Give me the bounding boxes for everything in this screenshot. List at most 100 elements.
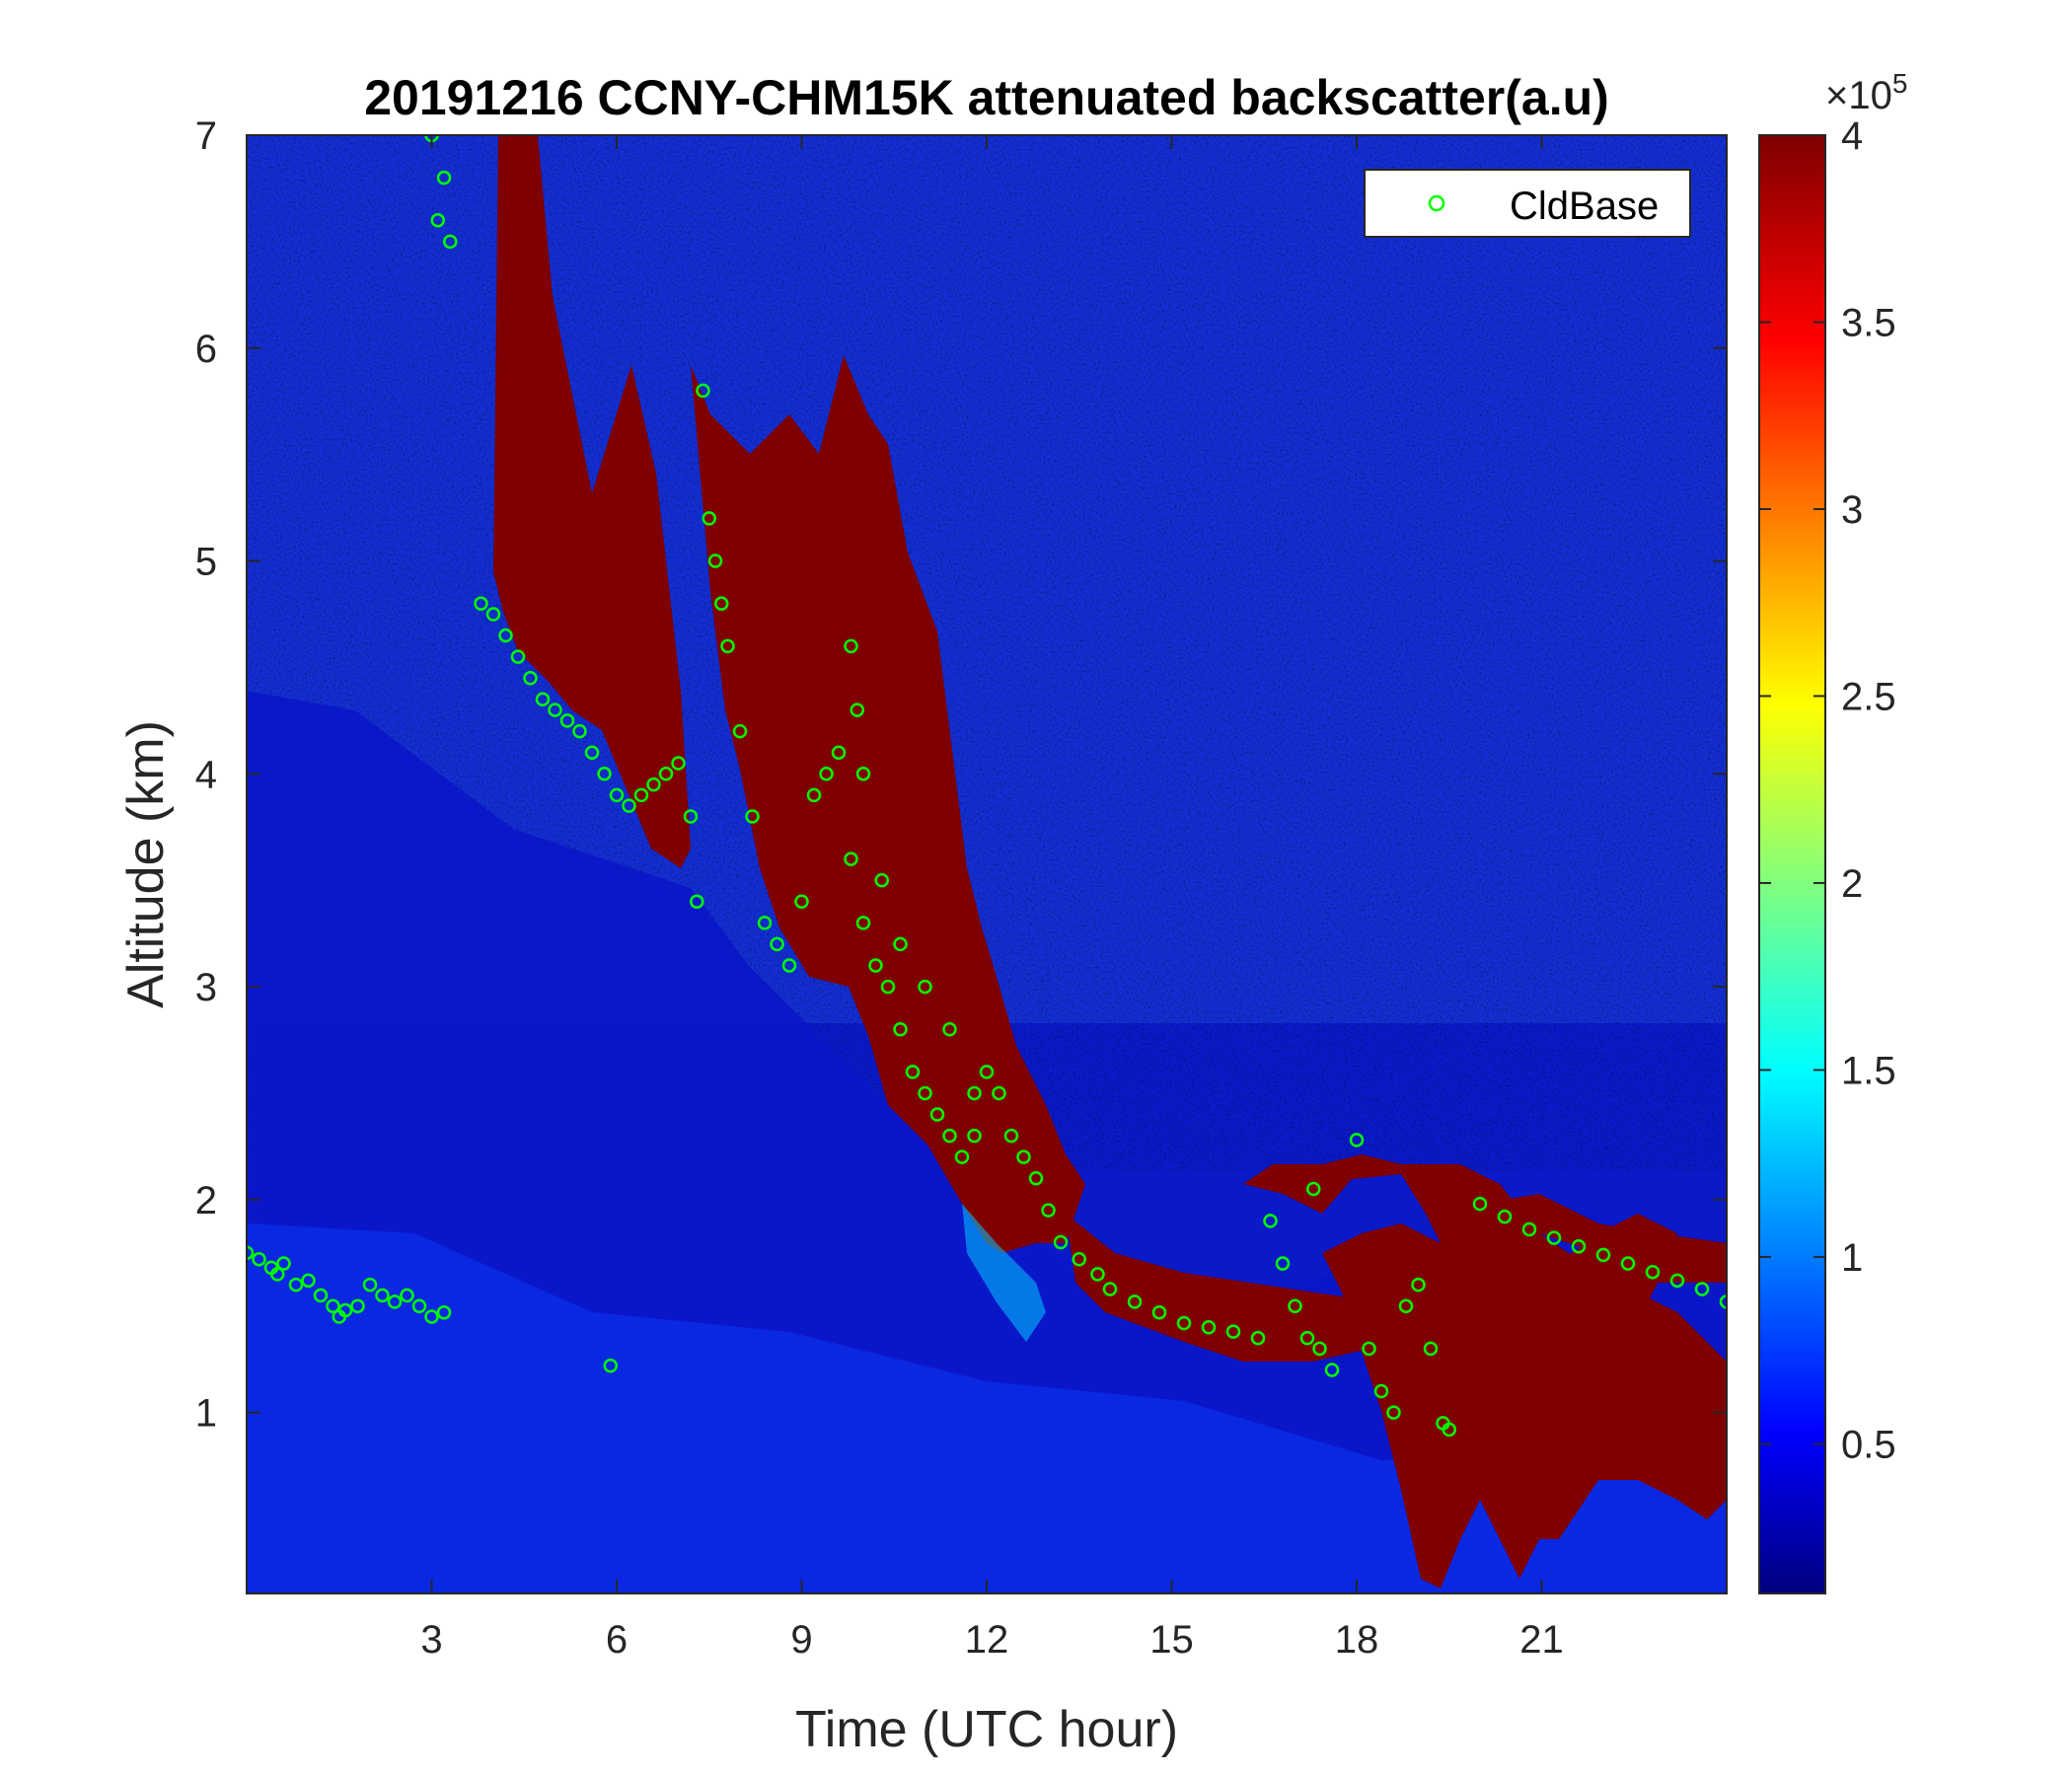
colorbar-tick-label: 2 [1841,862,1863,906]
colorbar-ticks: 0.5 1 1.5 2 2.5 3 3.5 4 [1759,114,1896,1466]
cloud-layer-7 [1480,1194,1727,1263]
cloud-layer-2 [691,355,1085,1253]
cldbase-point [954,1149,970,1164]
plot-area [247,135,1727,1593]
cldbase-point [622,798,636,813]
cldbase-point [942,1021,957,1037]
cldbase-point [732,723,748,739]
cldbase-point [301,1273,316,1289]
cldbase-point [1225,1324,1241,1339]
cldbase-point [1250,1330,1266,1346]
y-tick-label: 7 [195,114,217,158]
heatmap-surface-layer [247,1223,1727,1593]
cldbase-point [474,596,488,611]
cldbase-point [707,554,723,568]
cldbase-point [757,916,773,930]
x-tick-label: 3 [420,1618,442,1662]
cldbase-point [794,894,809,910]
cldbase-point [1028,1171,1044,1186]
x-tick-label: 21 [1519,1618,1564,1662]
cldbase-point [855,916,871,930]
cloud-layer-4 [1243,1154,1727,1539]
x-axis-label: Time (UTC hour) [795,1701,1178,1758]
cldbase-point [1003,1128,1019,1144]
cldbase-series [247,135,1727,1438]
cldbase-point [572,723,587,739]
x-tick-label: 15 [1149,1618,1194,1662]
cldbase-point [411,1298,427,1313]
x-tick-label: 9 [790,1618,812,1662]
cldbase-point [1423,1341,1439,1357]
cldbase-point [498,628,513,643]
cldbase-point [1201,1320,1217,1335]
cldbase-point [1288,1298,1302,1313]
y-tick-label: 6 [195,328,217,371]
cldbase-point [276,1256,291,1271]
y-axis: 1 2 3 4 5 6 7 [195,114,1727,1436]
cldbase-point [844,638,858,654]
cldbase-point [770,936,784,952]
legend-box [1364,169,1691,238]
cldbase-point [1442,1422,1456,1438]
cldbase-point [523,670,538,686]
cloud-layer-1 [493,135,691,868]
cldbase-point [247,1245,255,1261]
cldbase-point [702,511,716,526]
legend-entry-cldbase: CldBase [1510,185,1659,228]
cldbase-point [1497,1209,1513,1224]
cldbase-point [720,638,735,654]
cldbase-point [430,213,445,228]
cldbase-point [855,767,871,781]
cldbase-point [831,745,847,760]
cldbase-point [671,756,686,771]
cldbase-point [1595,1247,1611,1263]
cldbase-point [350,1298,365,1313]
cldbase-point [1546,1230,1562,1245]
colorbar-exponent: ×105 [1825,68,1907,117]
cldbase-point [819,767,834,781]
cldbase-point [424,1309,439,1324]
cldbase-point [597,767,612,781]
cldbase-point [696,383,710,399]
cldbase-point [893,936,908,952]
cldbase-point [1669,1273,1685,1289]
cldbase-point [683,809,699,824]
cldbase-point [893,1021,908,1037]
colorbar-gradient [1758,134,1826,1594]
colorbar: 0.5 1 1.5 2 2.5 3 3.5 4 ×105 [1758,68,1907,1594]
cldbase-point [806,787,822,803]
cldbase-point [1275,1256,1291,1271]
cldbase-point [375,1288,390,1303]
cldbase-point [633,787,649,803]
cldbase-point [1299,1330,1315,1346]
legend-marker [1428,194,1445,212]
cldbase-point [1398,1298,1414,1313]
cldbase-point [443,234,458,250]
y-tick-label: 4 [195,753,217,796]
cldbase-point [436,1304,452,1320]
cldbase-point [400,1288,414,1303]
colorbar-tick-label: 3 [1841,488,1863,532]
cldbase-point [436,170,452,185]
cldbase-point [905,1065,921,1079]
cldbase-point [880,979,896,995]
y-tick-label: 3 [195,966,217,1009]
cldbase-point [658,767,674,781]
cldbase-point [485,607,501,622]
x-tick-label: 12 [965,1618,1009,1662]
cldbase-point [850,703,864,717]
cldbase-point [918,979,932,995]
cldbase-point [1090,1267,1105,1282]
cldbase-point [1016,1149,1031,1164]
colorbar-tick-label: 0.5 [1841,1423,1896,1466]
cldbase-point [714,596,729,611]
y-tick-label: 2 [195,1179,217,1222]
cldbase-point [252,1251,266,1267]
cldbase-point [584,745,600,760]
cldbase-point [1072,1251,1086,1267]
cldbase-point [1263,1214,1278,1228]
cldbase-point [1620,1256,1636,1271]
cldbase-point [1151,1304,1167,1320]
cldbase-point [1176,1315,1192,1331]
